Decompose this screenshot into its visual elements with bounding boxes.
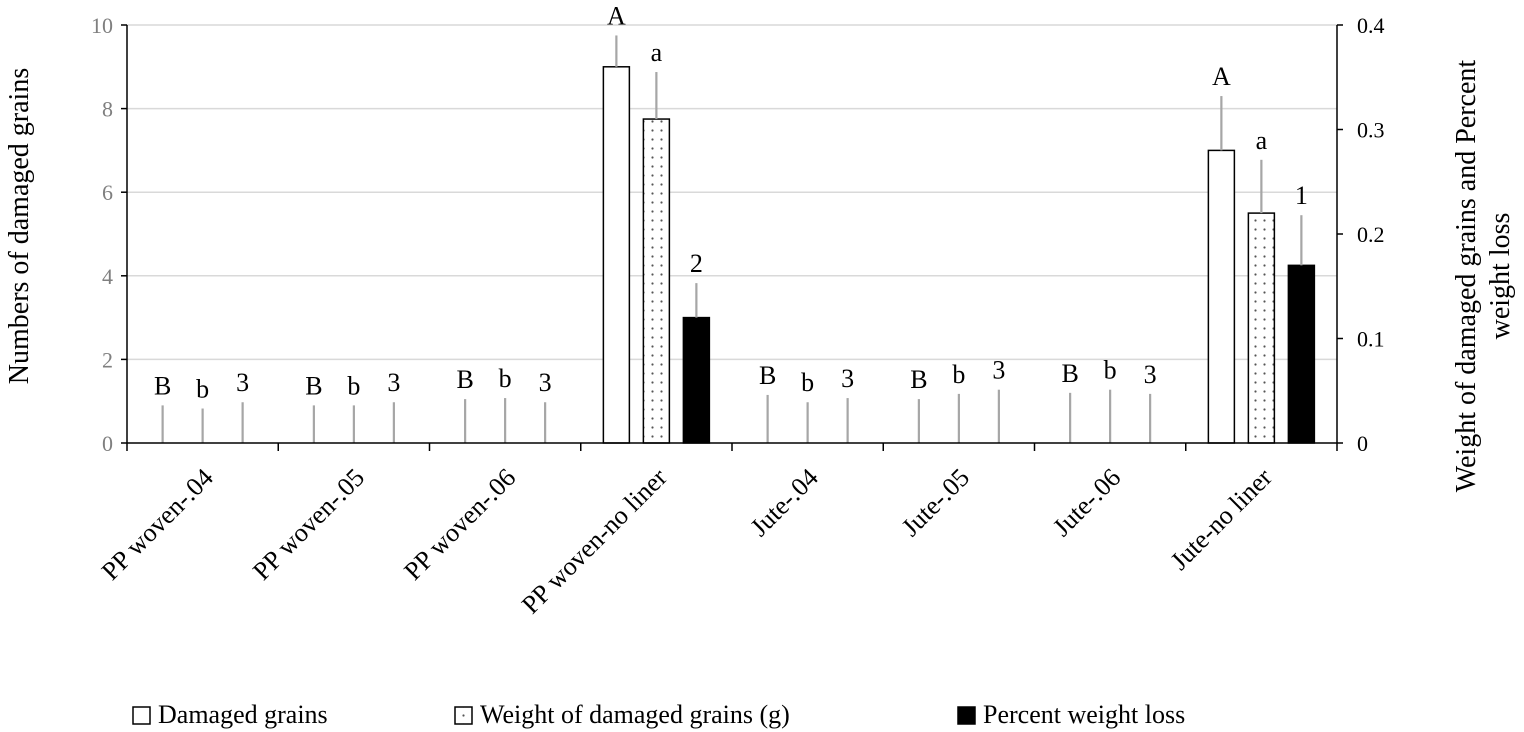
bar-3-4 [682,316,711,444]
legend-swatch-percent-weight-loss [957,706,976,725]
bar-3-8 [1287,264,1316,444]
left-tick-label-0: 0 [102,431,113,456]
sig-label-1-2: B [305,371,322,400]
sig-label-1-1: B [154,371,171,400]
bars [602,66,1316,444]
category-label-3: PP woven-.06 [398,463,521,586]
sig-label-1-6: B [910,365,927,394]
legend-label-weight-damaged-grains: Weight of damaged grains (g) [480,700,790,729]
y-axis-title-right-line2: weight loss [1485,213,1516,340]
right-tick-label-0.4: 0.4 [1357,13,1385,38]
category-label-8: Jute-no liner [1165,462,1278,575]
y-axis-title-left: Numbers of damaged grains [4,68,35,384]
sig-label-3-4: 2 [690,249,703,278]
right-tick-label-0: 0 [1357,431,1368,456]
category-label-1: PP woven-.04 [96,463,219,586]
sig-label-2-4: a [651,38,663,67]
category-label-4: PP woven-no liner [516,462,673,619]
sig-label-2-6: b [952,360,965,389]
left-tick-label-6: 6 [102,180,113,205]
axes [121,24,1343,451]
sig-label-3-6: 3 [992,356,1005,385]
sig-label-1-4: A [607,1,626,30]
category-label-7: Jute-.06 [1047,463,1126,542]
category-label-5: Jute-.04 [745,463,824,542]
bar-2-8 [1247,212,1276,444]
right-tick-label-0.2: 0.2 [1357,222,1385,247]
left-tick-label-10: 10 [91,13,113,38]
bar-1-4 [602,66,631,444]
sig-label-1-7: B [1061,359,1078,388]
sig-label-3-1: 3 [236,368,249,397]
sig-label-3-7: 3 [1144,360,1157,389]
sig-label-3-2: 3 [387,368,400,397]
left-tick-label-2: 2 [102,347,113,372]
sig-label-3-8: 1 [1295,181,1308,210]
legend-swatch-weight-damaged-grains [454,706,473,725]
left-tick-label-4: 4 [102,264,113,289]
legend: Damaged grains Weight of damaged grains … [132,700,1185,729]
bar-1-8 [1207,149,1236,444]
y-axis-title-right-line1: Weight of damaged grains and Percent [1451,60,1482,493]
sig-label-2-8: a [1256,126,1268,155]
gridlines [127,24,1337,361]
sig-label-2-2: b [347,371,360,400]
bar-2-4 [642,118,671,444]
sig-label-1-8: A [1212,62,1231,91]
sig-label-3-3: 3 [539,368,552,397]
sig-label-3-5: 3 [841,364,854,393]
legend-swatch-damaged-grains [132,706,151,725]
right-tick-label-0.1: 0.1 [1357,327,1385,352]
sig-label-2-5: b [801,368,814,397]
left-tick-label-8: 8 [102,97,113,122]
category-label-2: PP woven-.05 [247,463,370,586]
sig-label-2-7: b [1104,356,1117,385]
tick-labels: 0 2 4 6 8 10 0 0.1 0.2 0.3 0.4 [91,13,1385,456]
right-tick-label-0.3: 0.3 [1357,118,1385,143]
legend-label-percent-weight-loss: Percent weight loss [983,700,1185,729]
sig-label-2-3: b [499,364,512,393]
error-bars [161,35,1303,443]
sig-label-1-5: B [759,361,776,390]
category-label-6: Jute-.05 [896,463,975,542]
legend-label-damaged-grains: Damaged grains [158,700,328,729]
sig-label-1-3: B [456,365,473,394]
sig-label-2-1: b [196,375,209,404]
